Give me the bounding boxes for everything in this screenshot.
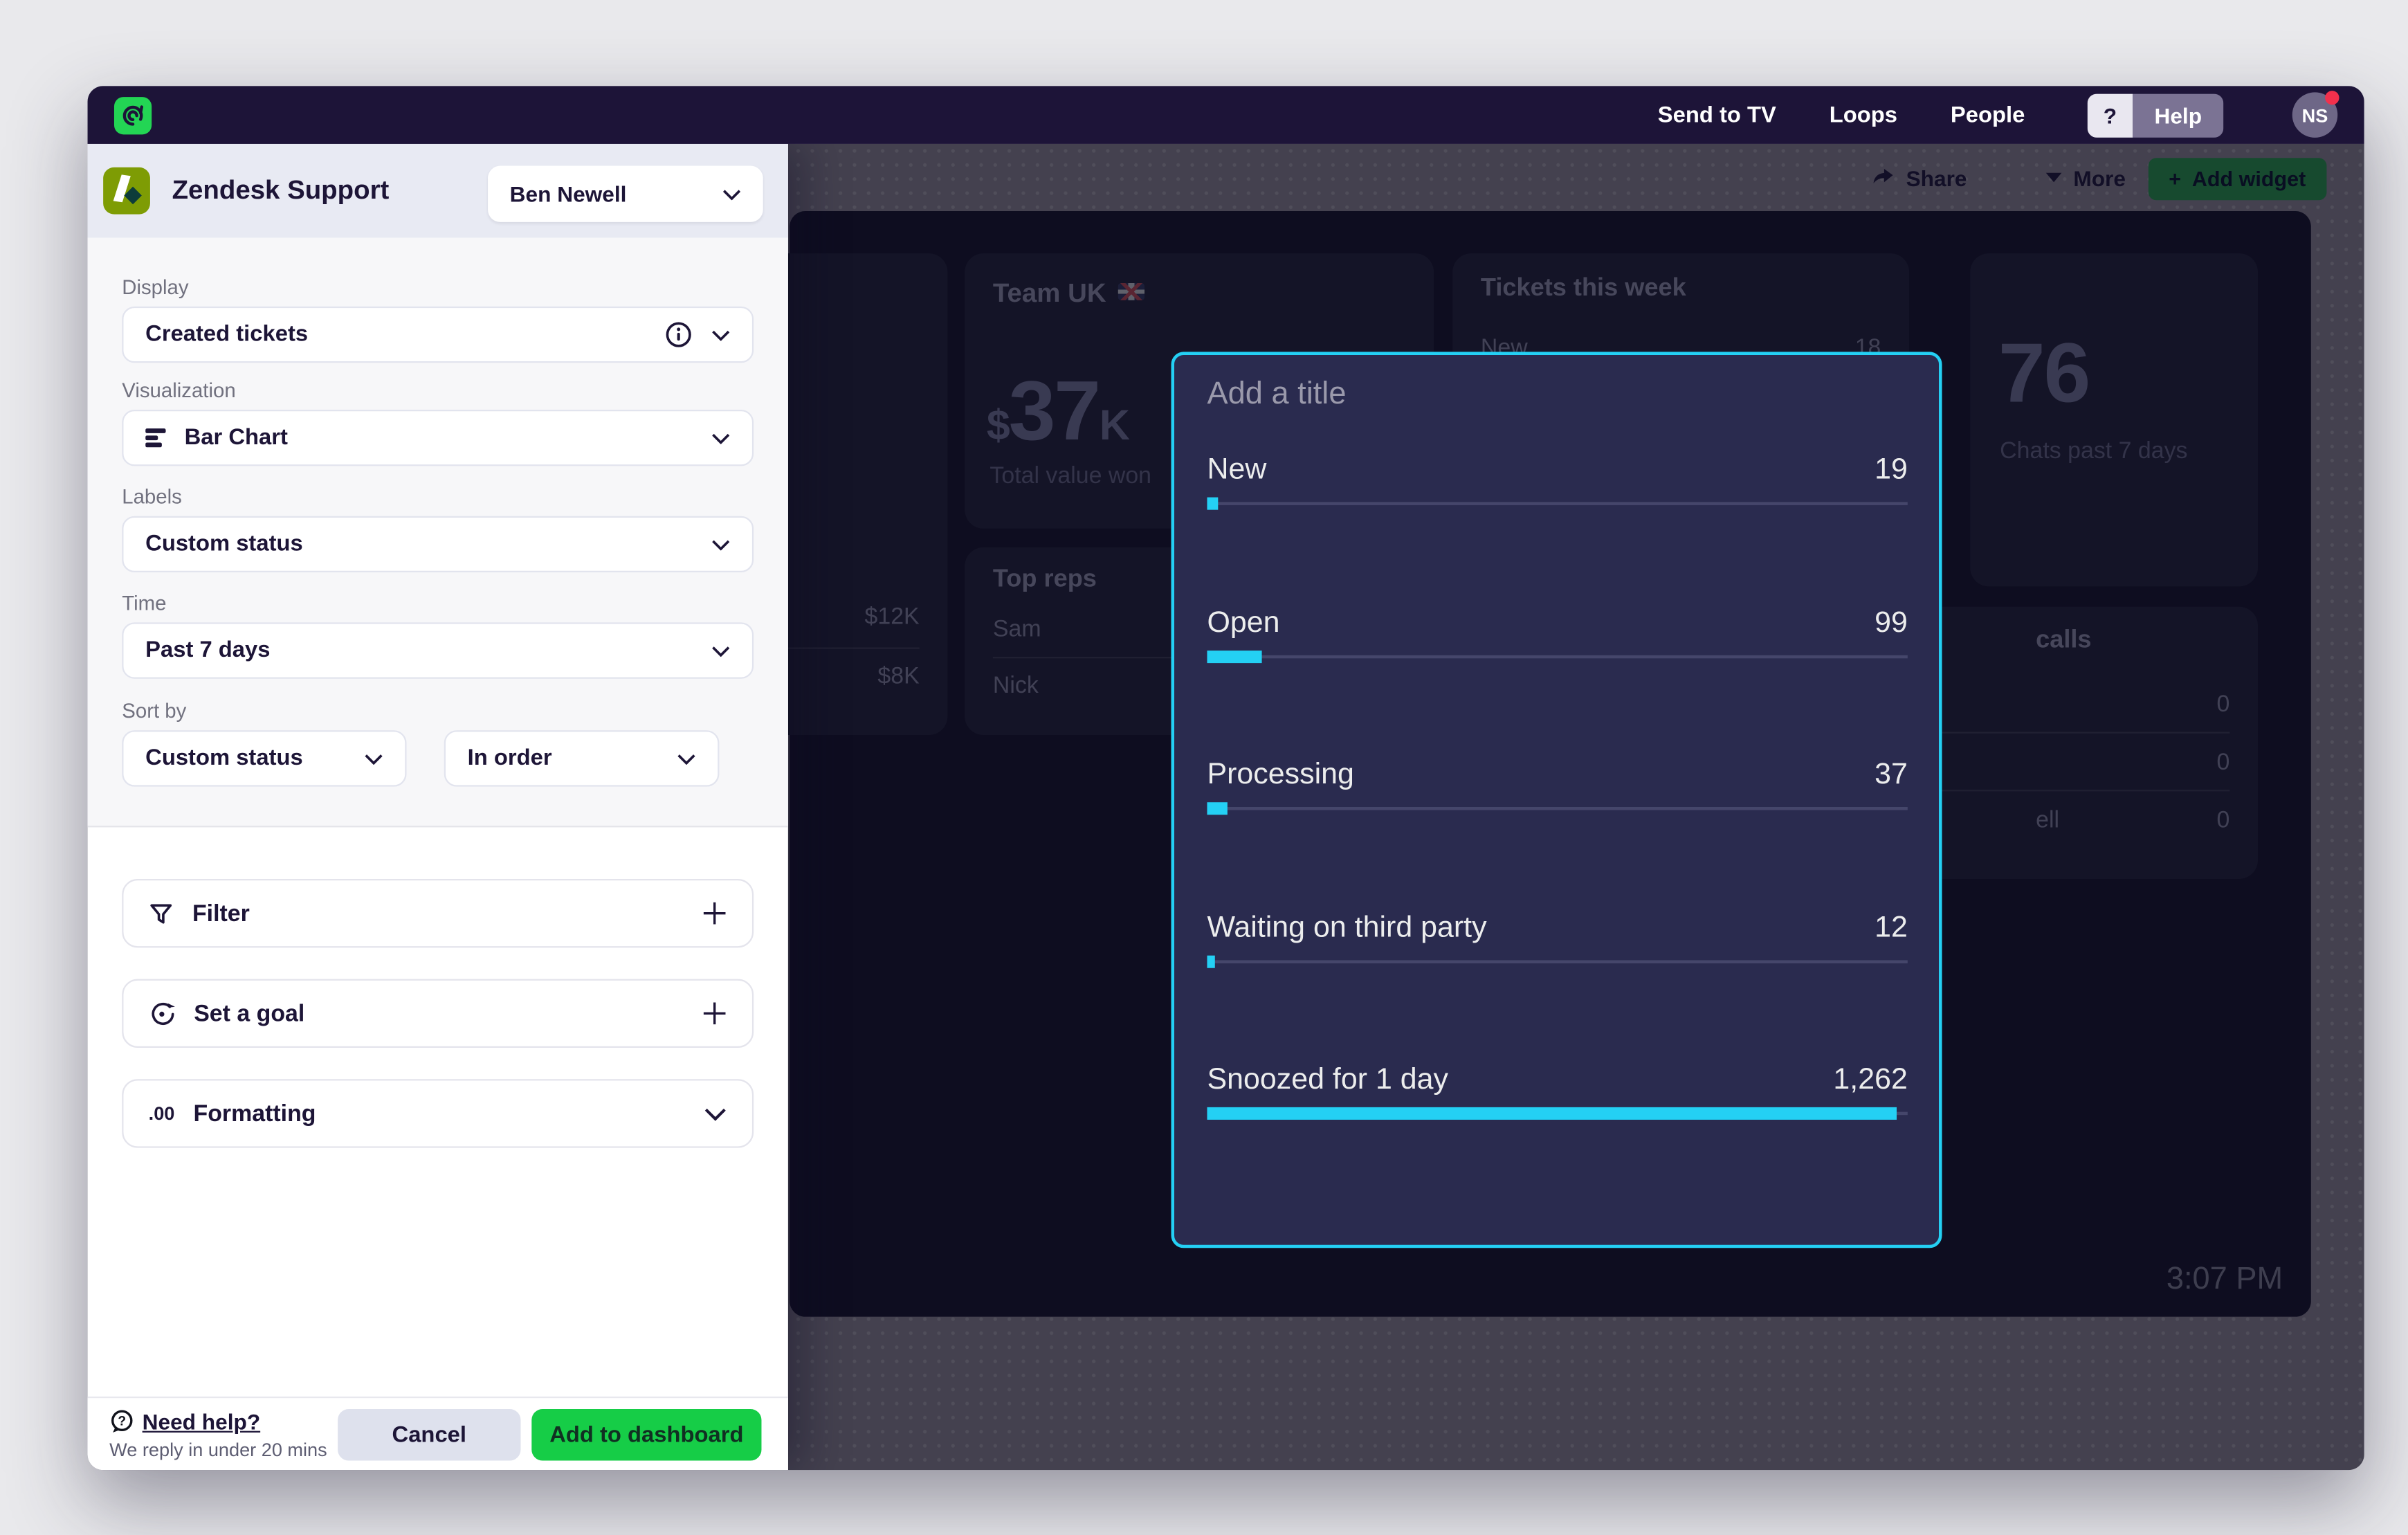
- bar-label: Processing: [1207, 758, 1354, 792]
- chevron-down-icon: [722, 189, 741, 200]
- chevron-down-icon[interactable]: [704, 1107, 727, 1120]
- svg-text:?: ?: [118, 1414, 126, 1428]
- need-help-subtitle: We reply in under 20 mins: [109, 1438, 327, 1461]
- field-label: Labels: [122, 484, 182, 509]
- time-select[interactable]: Past 7 days: [122, 622, 754, 679]
- bar-row-snoozed: Snoozed for 1 day 1,262: [1207, 1063, 1908, 1120]
- bar-label: Snoozed for 1 day: [1207, 1063, 1448, 1097]
- bar-value: 1,262: [1833, 1063, 1908, 1097]
- bar-value: 12: [1875, 911, 1908, 945]
- panel-form: Display Created tickets V: [87, 237, 788, 828]
- sort-order-select[interactable]: In order: [444, 730, 720, 787]
- bar-row-open: Open 99: [1207, 606, 1908, 664]
- bar-label: Open: [1207, 606, 1280, 640]
- bar-label: Waiting on third party: [1207, 911, 1487, 945]
- add-filter-icon[interactable]: [702, 901, 727, 926]
- formatting-section[interactable]: .00 Formatting: [122, 1079, 754, 1148]
- formatting-icon: .00: [148, 1102, 175, 1125]
- widget-title-input[interactable]: Add a title: [1207, 376, 1347, 412]
- bar-label: New: [1207, 453, 1267, 487]
- chevron-down-icon: [677, 754, 695, 764]
- geckoboard-logo-icon[interactable]: [113, 96, 152, 134]
- top-nav: Send to TV Loops People ? Help NS: [1657, 91, 2339, 138]
- set-goal-section[interactable]: Set a goal: [122, 979, 754, 1048]
- panel-title: Zendesk Support: [172, 175, 390, 206]
- chevron-down-icon: [712, 539, 730, 550]
- bar-fill: [1207, 955, 1215, 968]
- chevron-down-icon: [712, 329, 730, 340]
- bar-track: [1207, 651, 1908, 664]
- bar-row-processing: Processing 37: [1207, 758, 1908, 815]
- sort-by-field-group: Sort by Custom status In order: [122, 699, 754, 787]
- time-field-group: Time Past 7 days: [122, 591, 754, 679]
- bar-row-waiting: Waiting on third party 12: [1207, 911, 1908, 968]
- filter-section[interactable]: Filter: [122, 878, 754, 948]
- field-label: Visualization: [122, 378, 236, 402]
- panel-header: Zendesk Support Ben Newell: [87, 143, 788, 238]
- info-icon[interactable]: [664, 320, 693, 349]
- chevron-down-icon: [712, 646, 730, 656]
- bar-track: [1207, 497, 1908, 510]
- bar-value: 19: [1875, 453, 1908, 487]
- display-select[interactable]: Created tickets: [122, 306, 754, 363]
- chevron-down-icon: [712, 433, 730, 444]
- account-selector[interactable]: Ben Newell: [488, 165, 763, 222]
- widget-config-panel: Zendesk Support Ben Newell Display Creat…: [87, 143, 788, 1471]
- bar-fill: [1207, 651, 1262, 664]
- field-label: Display: [122, 275, 189, 299]
- keyboard-shortcut-button[interactable]: ?: [2087, 93, 2133, 137]
- app-window: Send to TV Loops People ? Help NS: [87, 86, 2364, 1471]
- nav-loops[interactable]: Loops: [1829, 102, 1898, 128]
- panel-footer: ? Need help? We reply in under 20 mins C…: [87, 1396, 788, 1471]
- top-bar: Send to TV Loops People ? Help NS: [87, 86, 2364, 144]
- filter-icon: [150, 903, 172, 923]
- sort-field-select[interactable]: Custom status: [122, 730, 407, 787]
- bar-value: 99: [1875, 606, 1908, 640]
- field-label: Time: [122, 591, 167, 615]
- bar-row-new: New 19: [1207, 453, 1908, 510]
- bar-chart-icon: [145, 428, 166, 448]
- notification-dot: [2325, 91, 2339, 105]
- user-avatar[interactable]: NS: [2292, 91, 2339, 138]
- cancel-button[interactable]: Cancel: [338, 1408, 521, 1461]
- add-goal-icon[interactable]: [702, 1001, 727, 1026]
- field-label: Sort by: [122, 699, 187, 723]
- avatar-initials: NS: [2301, 104, 2328, 126]
- labels-field-group: Labels Custom status: [122, 485, 754, 573]
- bar-track: [1207, 1107, 1908, 1120]
- help-pill: ? Help: [2087, 93, 2224, 137]
- bar-track: [1207, 802, 1908, 815]
- bar-track: [1207, 955, 1908, 968]
- bar-fill: [1207, 802, 1228, 815]
- nav-send-to-tv[interactable]: Send to TV: [1657, 102, 1776, 128]
- help-button[interactable]: Help: [2133, 93, 2224, 137]
- bar-fill: [1207, 1107, 1897, 1120]
- nav-people[interactable]: People: [1950, 102, 2025, 128]
- visualization-field-group: Visualization Bar Chart: [122, 379, 754, 466]
- need-help-link[interactable]: ? Need help?: [109, 1409, 327, 1434]
- help-bubble-icon: ?: [111, 1410, 133, 1433]
- add-to-dashboard-button[interactable]: Add to dashboard: [531, 1408, 762, 1461]
- need-help-block: ? Need help? We reply in under 20 mins: [109, 1409, 327, 1461]
- chevron-down-icon: [365, 754, 383, 764]
- bar-fill: [1207, 497, 1219, 510]
- bar-value: 37: [1875, 758, 1908, 792]
- visualization-select[interactable]: Bar Chart: [122, 410, 754, 466]
- zendesk-icon: [103, 167, 150, 215]
- goal-icon: [152, 1001, 175, 1024]
- display-field-group: Display Created tickets: [122, 275, 754, 363]
- widget-preview: Add a title New 19 Open 99: [1171, 352, 1942, 1248]
- labels-select[interactable]: Custom status: [122, 516, 754, 573]
